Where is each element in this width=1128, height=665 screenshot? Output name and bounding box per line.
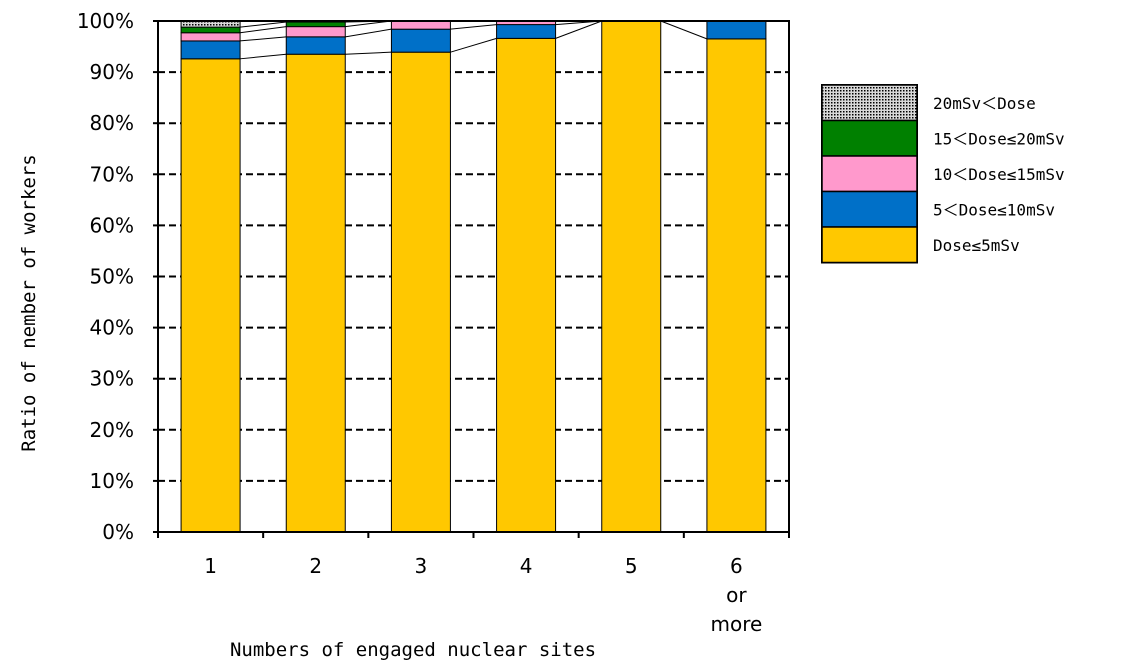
axes: [153, 20, 790, 538]
legend: 20mSv＜Dose 15＜Dose≤20mSv 10＜Dose≤15mSv 5＜Do…: [821, 84, 1065, 264]
bar-segment-2-dose-5msv: [285, 53, 346, 533]
x-tick-label: 5: [625, 554, 638, 578]
y-tick-label: 10%: [90, 469, 134, 493]
x-tick-label: 2: [309, 554, 322, 578]
legend-swatch-15-dose-20msv: [821, 119, 918, 157]
legend-label-dose-5msv: Dose≤5mSv: [933, 236, 1020, 255]
x-tick-label: 3: [415, 554, 428, 578]
legend-swatch-10-dose-15msv: [821, 155, 918, 193]
y-tick-label: 80%: [90, 111, 134, 135]
series-connector-line: [660, 20, 708, 40]
bar-segment-4-5-dose-10msv: [496, 24, 557, 39]
series-connector-line: [240, 36, 287, 42]
y-tick-label: 90%: [90, 60, 134, 84]
bar-segment-3-5-dose-10msv: [390, 28, 451, 53]
bar-segment-6-or-more-5-dose-10msv: [706, 20, 767, 40]
bar-segment-3-dose-5msv: [390, 51, 451, 533]
y-tick-label: 70%: [90, 162, 134, 186]
y-tick-label: 30%: [90, 367, 134, 391]
y-tick-label: 20%: [90, 418, 134, 442]
x-axis-title: Numbers of engaged nuclear sites: [230, 639, 596, 661]
legend-label-10-dose-15msv: 10＜Dose≤15mSv: [933, 165, 1065, 184]
legend-label-5-dose-10msv: 5＜Dose≤10mSv: [933, 200, 1055, 219]
bar-segment-5-dose-5msv: [601, 20, 662, 533]
series-connector-line: [450, 37, 497, 53]
series-connector-line: [450, 24, 497, 30]
bar-segment-1-10-dose-15msv: [180, 32, 241, 42]
series-connector-line: [240, 21, 287, 28]
legend-swatch-dose-5msv: [821, 226, 918, 264]
bar-segment-2-5-dose-10msv: [285, 36, 346, 55]
series-connector-line: [555, 20, 602, 39]
legend-label-15-dose-20msv: 15＜Dose≤20mSv: [933, 129, 1065, 148]
bar-segment-2-10-dose-15msv: [285, 26, 346, 38]
x-tick-label: 4: [520, 554, 533, 578]
bar-segment-1-15-dose-20msv: [180, 26, 241, 34]
bar-segment-1-dose-5msv: [180, 58, 241, 533]
series-connector-line: [240, 53, 287, 60]
legend-swatch-20msv-dose: [821, 84, 918, 122]
x-tick-label: 6 or more: [711, 554, 763, 636]
bar-segment-1-5-dose-10msv: [180, 40, 241, 60]
x-tick-label: 1: [204, 554, 217, 578]
gridlines: [158, 20, 789, 482]
bar-segment-3-10-dose-15msv: [390, 20, 451, 30]
series-connector-line: [345, 51, 392, 55]
y-tick-labels: 0% 10% 20% 30% 40% 50% 60% 70% 80% 90% 100%: [77, 9, 134, 544]
series-connector-line: [345, 28, 392, 38]
bar-segment-4-dose-5msv: [496, 37, 557, 533]
y-tick-label: 0%: [102, 520, 134, 544]
x-tick-labels: 1 2 3 4 5 6 or more: [204, 554, 762, 636]
y-tick-label: 40%: [90, 316, 134, 340]
legend-swatch-5-dose-10msv: [821, 190, 918, 228]
y-axis-title: Ratio of nember of workers: [18, 154, 40, 451]
y-tick-label: 60%: [90, 213, 134, 237]
bars: [180, 20, 767, 533]
bar-segment-2-15-dose-20msv: [285, 21, 346, 28]
y-tick-label: 100%: [77, 9, 134, 33]
series-connector-line: [240, 26, 287, 34]
y-tick-label: 50%: [90, 265, 134, 289]
bar-segment-6-or-more-dose-5msv: [706, 38, 767, 533]
legend-label-20msv-dose: 20mSv＜Dose: [933, 94, 1036, 113]
